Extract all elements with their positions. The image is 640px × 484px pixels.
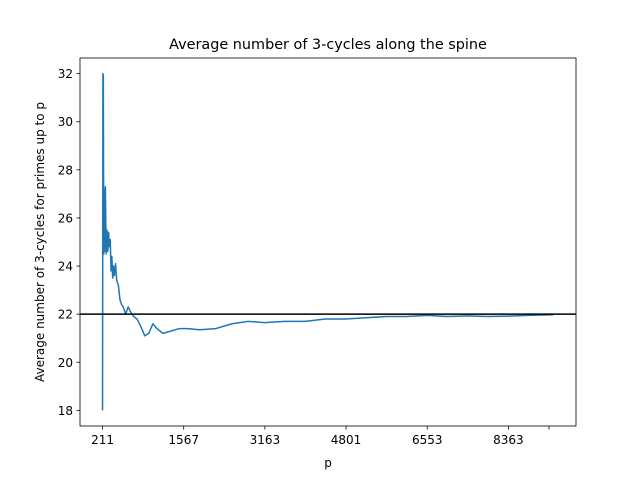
x-tick-label: 3163 <box>250 433 281 447</box>
x-tick-label: 8363 <box>493 433 524 447</box>
y-tick-label: 32 <box>58 67 73 81</box>
chart-title: Average number of 3-cycles along the spi… <box>169 37 487 53</box>
y-axis-label: Average number of 3-cycles for primes up… <box>33 102 47 382</box>
y-tick-label: 20 <box>58 356 73 370</box>
x-tick-label: 211 <box>91 433 114 447</box>
y-tick-label: 28 <box>58 163 73 177</box>
x-tick-label: 6553 <box>412 433 443 447</box>
series-line-0 <box>101 72 554 411</box>
axes-frame <box>79 57 577 427</box>
x-axis-label: p <box>324 456 332 470</box>
x-tick-label: 4801 <box>331 433 362 447</box>
x-tick-label: 1567 <box>168 433 199 447</box>
y-tick-label: 24 <box>58 260 73 274</box>
y-tick-label: 22 <box>58 308 73 322</box>
y-tick-label: 30 <box>58 115 73 129</box>
y-tick-label: 18 <box>58 404 73 418</box>
y-tick-label: 26 <box>58 211 73 225</box>
